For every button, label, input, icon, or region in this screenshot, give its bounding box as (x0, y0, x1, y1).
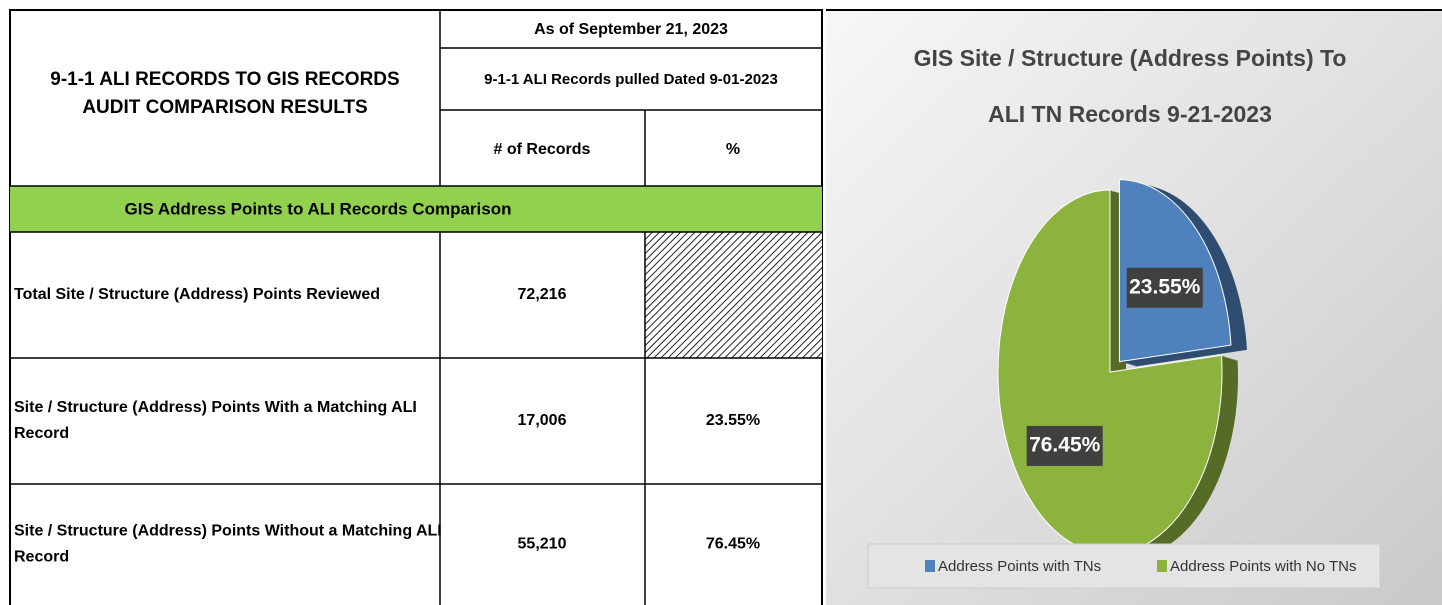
row-label: Record (14, 549, 69, 566)
record-count: 72,216 (518, 286, 567, 303)
chart-title: GIS Site / Structure (Address Points) To (914, 45, 1347, 71)
row-label: Total Site / Structure (Address) Points … (14, 286, 380, 303)
hatched-cell (645, 232, 822, 358)
data-label: 23.55% (1129, 275, 1201, 298)
column-header: # of Records (494, 141, 591, 158)
as-of: As of September 21, 2023 (534, 21, 728, 38)
pie: 23.55% 76.45% (997, 179, 1247, 559)
data-label-box (1026, 425, 1103, 466)
table-title: 9-1-1 ALI RECORDS TO GIS RECORDS (50, 69, 399, 90)
legend-label: Address Points with TNs (938, 558, 1101, 575)
data-label: 76.45% (1029, 433, 1101, 456)
section-title: GIS Address Points to ALI Records Compar… (125, 199, 512, 218)
legend (867, 543, 1381, 589)
legend-swatch (925, 560, 935, 572)
pulled: 9-1-1 ALI Records pulled Dated 9-01-2023 (484, 71, 778, 88)
row-label: Site / Structure (Address) Points With a… (14, 399, 417, 416)
legend-items: Address Points with TNs Address Points wi… (925, 558, 1356, 575)
section-band (10, 186, 822, 232)
percent: 76.45% (706, 536, 760, 553)
data-label-box (1126, 267, 1203, 308)
record-count: 55,210 (518, 536, 567, 553)
table-title: AUDIT COMPARISON RESULTS (82, 97, 367, 118)
table-rows: Total Site / Structure (Address) Points … (14, 286, 760, 566)
table-lines (10, 10, 822, 605)
row-label: Site / Structure (Address) Points Withou… (14, 523, 442, 540)
column-header: % (726, 141, 740, 158)
legend-label: Address Points with No TNs (1170, 558, 1356, 575)
record-count: 17,006 (518, 412, 567, 429)
row-label: Record (14, 425, 69, 442)
percent: 23.55% (706, 412, 760, 429)
legend-swatch (1157, 560, 1167, 572)
chart-title: ALI TN Records 9-21-2023 (988, 101, 1272, 127)
